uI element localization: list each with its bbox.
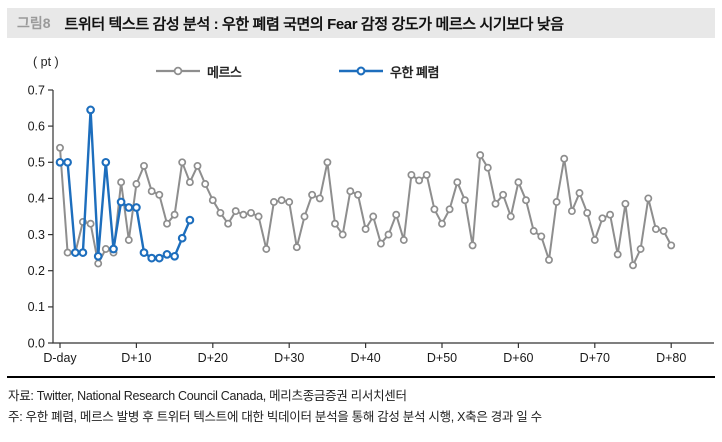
svg-text:0.0: 0.0 [28, 336, 45, 350]
svg-text:D-day: D-day [43, 351, 77, 365]
source-note: 자료: Twitter, National Research Council C… [8, 389, 407, 403]
figure-number: 그림8 [17, 15, 51, 31]
series-wuhan [55, 105, 195, 263]
legend-label-mers: 메르스 [207, 64, 242, 80]
footer-divider [7, 376, 715, 378]
method-note: 주: 우한 폐렴, 메르스 발병 후 트위터 텍스트에 대한 빅데이터 분석을 … [8, 410, 542, 424]
figure-title: 트위터 텍스트 감성 분석 : 우한 폐렴 국면의 Fear 감정 강도가 메르… [64, 15, 564, 33]
series-mers [56, 143, 676, 270]
x-axis-labels: D-day D+10 D+20 D+30 D+40 D+50 D+60 D+70 D+80 [43, 351, 686, 365]
y-axis-unit-label: ( pt ) [33, 55, 59, 69]
svg-text:D+40: D+40 [350, 351, 380, 365]
svg-text:0.3: 0.3 [28, 228, 45, 242]
svg-text:D+60: D+60 [503, 351, 533, 365]
svg-text:0.7: 0.7 [28, 83, 45, 97]
legend-item-wuhan: 우한 폐렴 [339, 63, 439, 80]
svg-text:0.1: 0.1 [28, 300, 45, 314]
svg-text:0.4: 0.4 [28, 192, 45, 206]
svg-text:0.5: 0.5 [28, 156, 45, 170]
axes [48, 89, 714, 348]
svg-text:D+20: D+20 [198, 351, 228, 365]
svg-text:D+50: D+50 [427, 351, 457, 365]
legend-label-wuhan: 우한 폐렴 [390, 64, 439, 80]
svg-text:D+80: D+80 [656, 351, 686, 365]
svg-text:D+70: D+70 [580, 351, 610, 365]
svg-text:D+30: D+30 [274, 351, 304, 365]
wuhan-line-marker-icon [339, 65, 383, 77]
svg-text:0.6: 0.6 [28, 119, 45, 133]
legend-item-mers: 메르스 [156, 63, 242, 80]
svg-text:D+10: D+10 [121, 351, 151, 365]
figure-title-bar: 그림8 트위터 텍스트 감성 분석 : 우한 폐렴 국면의 Fear 감정 강도… [7, 8, 715, 38]
y-axis-labels: 0.0 0.1 0.2 0.3 0.4 0.5 0.6 0.7 [28, 83, 45, 350]
mers-line-marker-icon [156, 65, 200, 77]
svg-text:0.2: 0.2 [28, 264, 45, 278]
